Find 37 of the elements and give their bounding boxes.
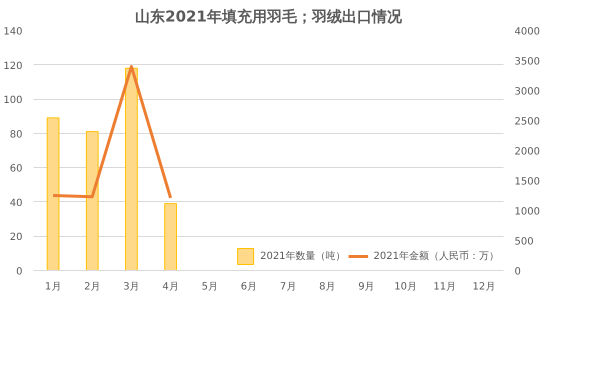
line-series xyxy=(52,65,172,200)
bar xyxy=(86,131,99,270)
x-tick-label: 3月 xyxy=(123,282,140,292)
y-tick-label: 20 xyxy=(10,232,23,244)
x-tick-label: 7月 xyxy=(280,282,296,292)
y2-tick-label: 1500 xyxy=(514,176,540,188)
x-tick-label: 4月 xyxy=(162,282,179,292)
y2-tick-label: 3000 xyxy=(514,86,540,98)
x-tick-label: 11月 xyxy=(433,282,456,292)
x-tick-label: 9月 xyxy=(358,282,375,292)
x-tick-label: 1月 xyxy=(44,282,62,292)
y2-tick-label: 2500 xyxy=(514,116,540,128)
bar xyxy=(46,117,60,270)
y-tick-label: 60 xyxy=(10,164,23,175)
bar xyxy=(164,203,177,270)
y-tick-label: 120 xyxy=(3,60,23,72)
y-tick-label: 40 xyxy=(10,198,23,209)
y2-tick-label: 2000 xyxy=(514,146,540,158)
y-tick-label: 0 xyxy=(16,266,23,278)
chart-title: 山东2021年填充用羽毛；羽绒出口情况 xyxy=(135,8,403,26)
y2-tick-label: 3500 xyxy=(514,56,540,68)
y2-tick-label: 1000 xyxy=(514,206,540,218)
y-tick-label: 80 xyxy=(10,129,23,140)
y-tick-label: 140 xyxy=(3,26,23,38)
x-tick-label: 10月 xyxy=(394,282,417,292)
y2-tick-label: 4000 xyxy=(514,26,540,38)
legend-label: 2021年金额（人民币：万） xyxy=(374,250,499,263)
x-tick-label: 8月 xyxy=(319,282,336,292)
y2-tick-label: 0 xyxy=(514,266,521,278)
x-tick-label: 6月 xyxy=(240,282,258,292)
x-tick-label: 12月 xyxy=(472,282,496,292)
legend-label: 2021年数量（吨） xyxy=(260,250,346,263)
x-tick-label: 5月 xyxy=(202,282,218,292)
x-tick-label: 2月 xyxy=(84,282,100,292)
y2-tick-label: 500 xyxy=(514,236,534,248)
bar xyxy=(125,68,138,270)
y-tick-label: 100 xyxy=(3,95,23,106)
